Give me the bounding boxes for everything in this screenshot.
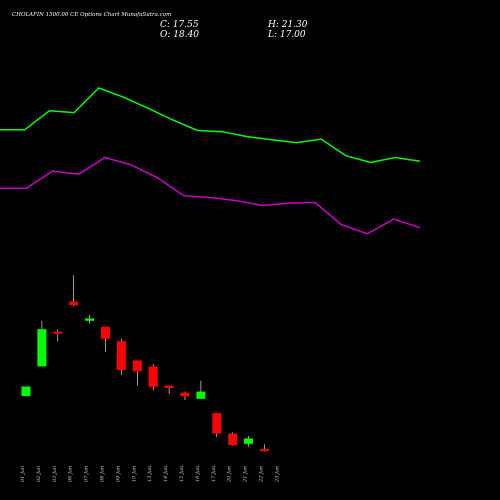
candle-body xyxy=(132,360,142,372)
date-label: 07 Jan xyxy=(84,466,90,482)
date-label: 09 Jan xyxy=(115,466,121,482)
date-label: 02 Jan xyxy=(36,466,42,482)
date-label: 06 Jan xyxy=(68,466,74,482)
candle-body xyxy=(37,329,47,367)
close-value: C: 17.55 xyxy=(160,20,199,30)
candle-body xyxy=(196,391,206,399)
candle-body xyxy=(53,331,63,334)
candle-body xyxy=(260,449,269,452)
band-lower-line xyxy=(0,156,421,235)
candle-body xyxy=(180,392,190,397)
candle-body xyxy=(69,301,79,306)
candle-body xyxy=(164,385,174,388)
date-label: 17 Jan xyxy=(211,466,217,482)
date-label: 21 Jan xyxy=(243,466,249,483)
date-label: 10 Jan xyxy=(131,466,137,482)
band-upper-line xyxy=(0,87,421,164)
candle-body xyxy=(148,366,158,387)
low-value: L: 17.00 xyxy=(267,30,306,40)
candle-body xyxy=(228,433,238,445)
open-value: O: 18.40 xyxy=(160,30,199,40)
date-label: 03 Jan xyxy=(52,466,58,482)
date-labels: 01 Jan 02 Jan 03 Jan 06 Jan 07 Jan 08 Jan 09 J… xyxy=(20,466,280,483)
date-label: 13 Jan xyxy=(147,466,153,482)
candles-group xyxy=(21,275,269,452)
candle-body xyxy=(101,326,110,339)
date-label: 08 Jan xyxy=(100,466,106,482)
candle-body xyxy=(244,438,254,444)
candle-body xyxy=(116,341,126,370)
date-label: 20 Jan xyxy=(227,466,233,483)
date-label: 01 Jan xyxy=(20,466,26,482)
date-label: 14 Jan xyxy=(163,466,169,482)
candle-body xyxy=(21,386,31,397)
high-value: H: 21.30 xyxy=(267,20,308,30)
chart-title: CHOLAFIN 1500.00 CE Options Chart Munafa… xyxy=(12,12,171,18)
date-label: 23 Jan xyxy=(274,466,280,483)
date-label: 15 Jan xyxy=(179,466,185,482)
candle-body xyxy=(85,318,95,321)
candle-body xyxy=(212,413,222,434)
date-label: 22 Jan xyxy=(259,466,265,483)
date-label: 16 Jan xyxy=(195,466,201,482)
